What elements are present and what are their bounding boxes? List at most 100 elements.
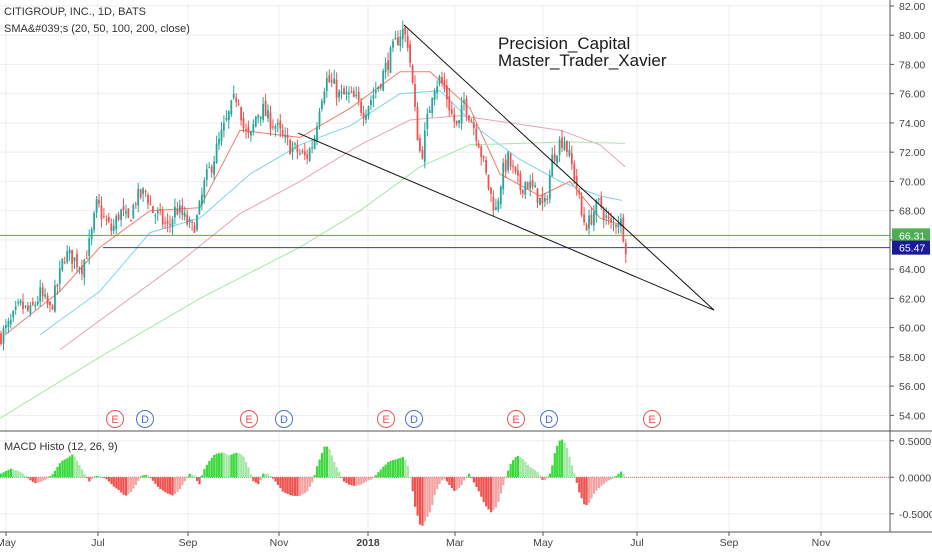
event-circle[interactable] xyxy=(136,410,154,428)
candle-body xyxy=(81,266,83,274)
macd-bar xyxy=(350,477,353,486)
macd-bar xyxy=(147,475,150,478)
macd-bar xyxy=(570,465,573,478)
time-tick-label: 2018 xyxy=(356,537,380,549)
candle-body xyxy=(286,134,289,139)
macd-bar xyxy=(41,477,44,481)
earnings-marker[interactable]: E xyxy=(377,410,395,428)
event-circle[interactable] xyxy=(275,410,293,428)
macd-bar xyxy=(247,467,250,478)
macd-bar xyxy=(156,477,159,487)
macd-bar xyxy=(122,477,125,495)
dividend-marker[interactable]: D xyxy=(405,410,423,428)
candle-body xyxy=(232,93,235,98)
macd-bar xyxy=(428,477,431,513)
macd-bar xyxy=(125,477,128,496)
macd-bar xyxy=(68,456,71,478)
event-circle[interactable] xyxy=(240,410,258,428)
macd-bar xyxy=(208,460,211,478)
time-tick-label: Sep xyxy=(179,537,198,549)
candle-body xyxy=(98,200,100,204)
earnings-marker[interactable]: E xyxy=(507,410,525,428)
macd-bar xyxy=(301,477,304,495)
earnings-marker[interactable]: E xyxy=(240,410,258,428)
candle-body xyxy=(426,114,429,129)
macd-bar xyxy=(504,477,507,478)
macd-bar xyxy=(622,473,625,478)
dividend-marker[interactable]: D xyxy=(136,410,154,428)
candle-body xyxy=(526,182,529,190)
event-circle[interactable] xyxy=(106,410,124,428)
macd-bar xyxy=(416,477,419,516)
macd-bar xyxy=(225,454,228,478)
macd-bar xyxy=(80,469,84,478)
candle-body xyxy=(536,188,539,203)
macd-bar xyxy=(573,473,576,478)
macd-bar xyxy=(365,477,368,482)
candle-body xyxy=(384,62,387,73)
candle-body xyxy=(585,224,588,231)
macd-bar xyxy=(49,476,52,478)
candle-body xyxy=(220,129,223,142)
macd-bar xyxy=(379,469,382,478)
candle-body xyxy=(63,262,66,264)
macd-bar xyxy=(615,476,618,478)
macd-bar xyxy=(382,466,385,478)
candle-body xyxy=(132,205,135,219)
candle-body xyxy=(164,222,166,224)
candle-body xyxy=(252,124,255,132)
moving-averages xyxy=(0,71,626,419)
candle-body xyxy=(463,100,465,103)
candle-body xyxy=(291,146,294,153)
macd-bar xyxy=(482,477,485,503)
macd-bar xyxy=(592,477,596,494)
candle-body xyxy=(134,203,137,205)
candle-body xyxy=(196,215,198,230)
event-circle[interactable] xyxy=(507,410,525,428)
candle-body xyxy=(93,213,95,230)
candle-body xyxy=(475,128,478,141)
macd-bar xyxy=(392,460,395,478)
macd-bar xyxy=(230,454,233,478)
macd-bar xyxy=(115,477,118,489)
macd-bar xyxy=(186,476,189,478)
candle-body xyxy=(103,216,105,218)
candle-body xyxy=(414,84,416,107)
macd-bar xyxy=(286,477,289,494)
macd-bar xyxy=(404,460,407,478)
candle-body xyxy=(507,152,509,171)
time-tick-label: May xyxy=(0,537,17,549)
macd-bar xyxy=(267,474,270,478)
macd-bar xyxy=(205,464,208,478)
dividend-marker[interactable]: D xyxy=(275,410,293,428)
macd-bar xyxy=(384,464,387,478)
event-circle[interactable] xyxy=(643,410,661,428)
candle-body xyxy=(12,311,15,318)
candle-body xyxy=(470,121,473,123)
macd-bar xyxy=(298,477,302,496)
candle-body xyxy=(519,173,522,190)
candle-body xyxy=(259,116,262,119)
grid xyxy=(0,3,890,532)
macd-bar xyxy=(249,474,253,478)
macd-bar xyxy=(88,477,91,482)
price-tick-label: 80.00 xyxy=(899,30,925,42)
dividend-marker[interactable]: D xyxy=(540,410,558,428)
candle-body xyxy=(29,305,32,314)
earnings-marker[interactable]: E xyxy=(643,410,661,428)
event-circle[interactable] xyxy=(377,410,395,428)
event-circle[interactable] xyxy=(540,410,558,428)
event-circle[interactable] xyxy=(405,410,423,428)
macd-bar xyxy=(556,445,559,478)
candle-body xyxy=(521,189,524,194)
candle-body xyxy=(370,99,372,106)
candle-body xyxy=(210,166,213,173)
candle-body xyxy=(566,141,568,152)
candle-body xyxy=(504,159,507,172)
earnings-marker[interactable]: E xyxy=(106,410,124,428)
macd-bar xyxy=(313,475,316,478)
candle-body xyxy=(14,306,17,310)
candle-body xyxy=(401,28,404,40)
candle-body xyxy=(139,189,142,198)
